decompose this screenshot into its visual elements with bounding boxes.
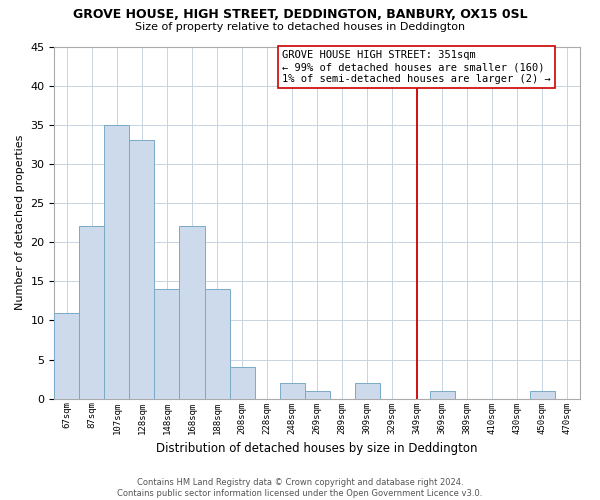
- Text: GROVE HOUSE, HIGH STREET, DEDDINGTON, BANBURY, OX15 0SL: GROVE HOUSE, HIGH STREET, DEDDINGTON, BA…: [73, 8, 527, 20]
- Bar: [179, 226, 205, 398]
- Bar: [55, 312, 79, 398]
- Bar: [79, 226, 104, 398]
- Bar: [130, 140, 154, 398]
- Bar: [430, 391, 455, 398]
- Bar: [230, 368, 254, 398]
- Text: Contains HM Land Registry data © Crown copyright and database right 2024.
Contai: Contains HM Land Registry data © Crown c…: [118, 478, 482, 498]
- Y-axis label: Number of detached properties: Number of detached properties: [15, 135, 25, 310]
- Bar: [305, 391, 329, 398]
- Bar: [530, 391, 555, 398]
- Bar: [154, 289, 179, 399]
- Bar: [104, 125, 130, 398]
- Bar: [205, 289, 230, 399]
- X-axis label: Distribution of detached houses by size in Deddington: Distribution of detached houses by size …: [157, 442, 478, 455]
- Bar: [280, 383, 305, 398]
- Text: GROVE HOUSE HIGH STREET: 351sqm
← 99% of detached houses are smaller (160)
1% of: GROVE HOUSE HIGH STREET: 351sqm ← 99% of…: [282, 50, 551, 84]
- Text: Size of property relative to detached houses in Deddington: Size of property relative to detached ho…: [135, 22, 465, 32]
- Bar: [355, 383, 380, 398]
